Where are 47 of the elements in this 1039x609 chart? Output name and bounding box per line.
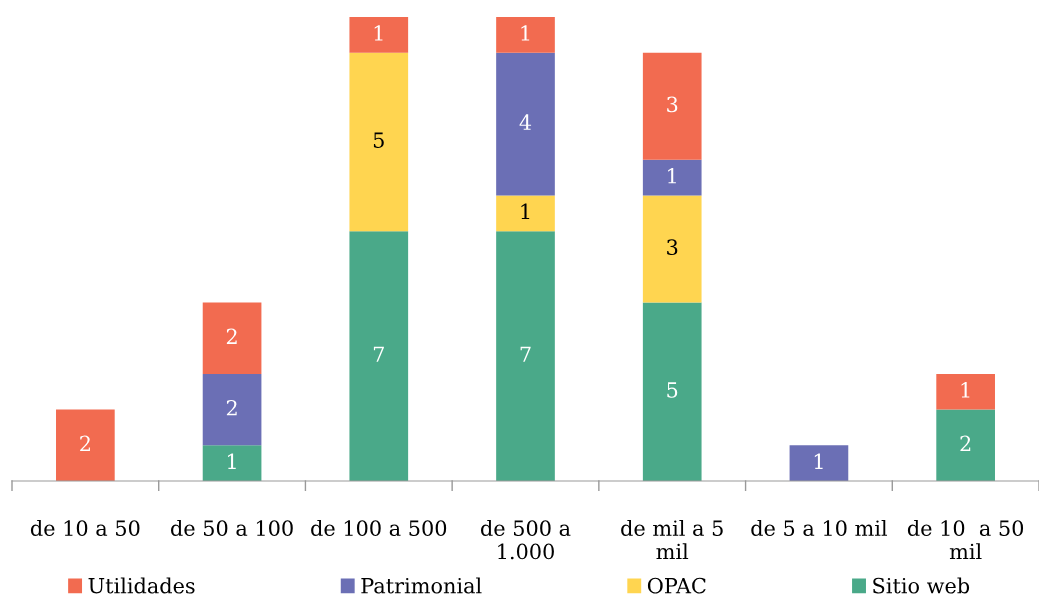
bar — [56, 409, 115, 481]
legend-label: OPAC — [647, 577, 706, 594]
x-tick-label: de mil a 5 mil — [621, 519, 723, 560]
bar — [642, 195, 702, 303]
legend-label: Sitio web — [873, 577, 970, 594]
legend-label: Utilidades — [88, 577, 195, 594]
data-label: 1 — [227, 453, 236, 469]
data-label: 7 — [373, 346, 384, 362]
data-label: 7 — [520, 346, 531, 362]
bar — [642, 159, 702, 196]
x-tick-label: de 100 a 500 — [311, 519, 447, 537]
data-label: 4 — [519, 114, 532, 130]
bar — [496, 52, 555, 196]
data-label: 1 — [668, 167, 676, 184]
bar — [642, 52, 702, 160]
bar — [496, 231, 555, 481]
bar — [789, 445, 849, 481]
data-label: 3 — [667, 239, 678, 256]
data-label: 1 — [961, 382, 970, 398]
data-label: 5 — [373, 132, 384, 148]
bar — [936, 373, 995, 410]
x-tick-label: de 50 a 100 — [171, 519, 293, 537]
data-label: 2 — [960, 435, 971, 452]
bar — [202, 445, 262, 481]
bar — [202, 373, 262, 446]
data-label: 3 — [667, 96, 678, 113]
bar — [349, 52, 409, 232]
data-label: 2 — [226, 328, 237, 344]
bar — [202, 302, 262, 374]
legend-label: Patrimonial — [361, 577, 482, 594]
x-tick-label: de 5 a 10 mil — [751, 519, 888, 537]
x-tick-label: de 10 a 50 — [30, 519, 140, 537]
data-label: 1 — [374, 25, 383, 41]
x-tick-label: de 500 a 1.000 — [480, 519, 571, 560]
data-label: 1 — [521, 203, 530, 220]
data-label: 1 — [814, 453, 823, 469]
bar — [936, 409, 995, 481]
data-label: 2 — [80, 435, 90, 452]
data-label: 5 — [667, 382, 678, 398]
bar — [642, 302, 702, 481]
bar — [496, 195, 555, 232]
bar — [496, 17, 555, 53]
data-label: 1 — [521, 25, 530, 41]
bar — [349, 231, 409, 481]
x-tick-label: de 10 a 50 mil — [907, 519, 1024, 560]
data-label: 2 — [226, 399, 237, 416]
bar — [349, 17, 409, 53]
